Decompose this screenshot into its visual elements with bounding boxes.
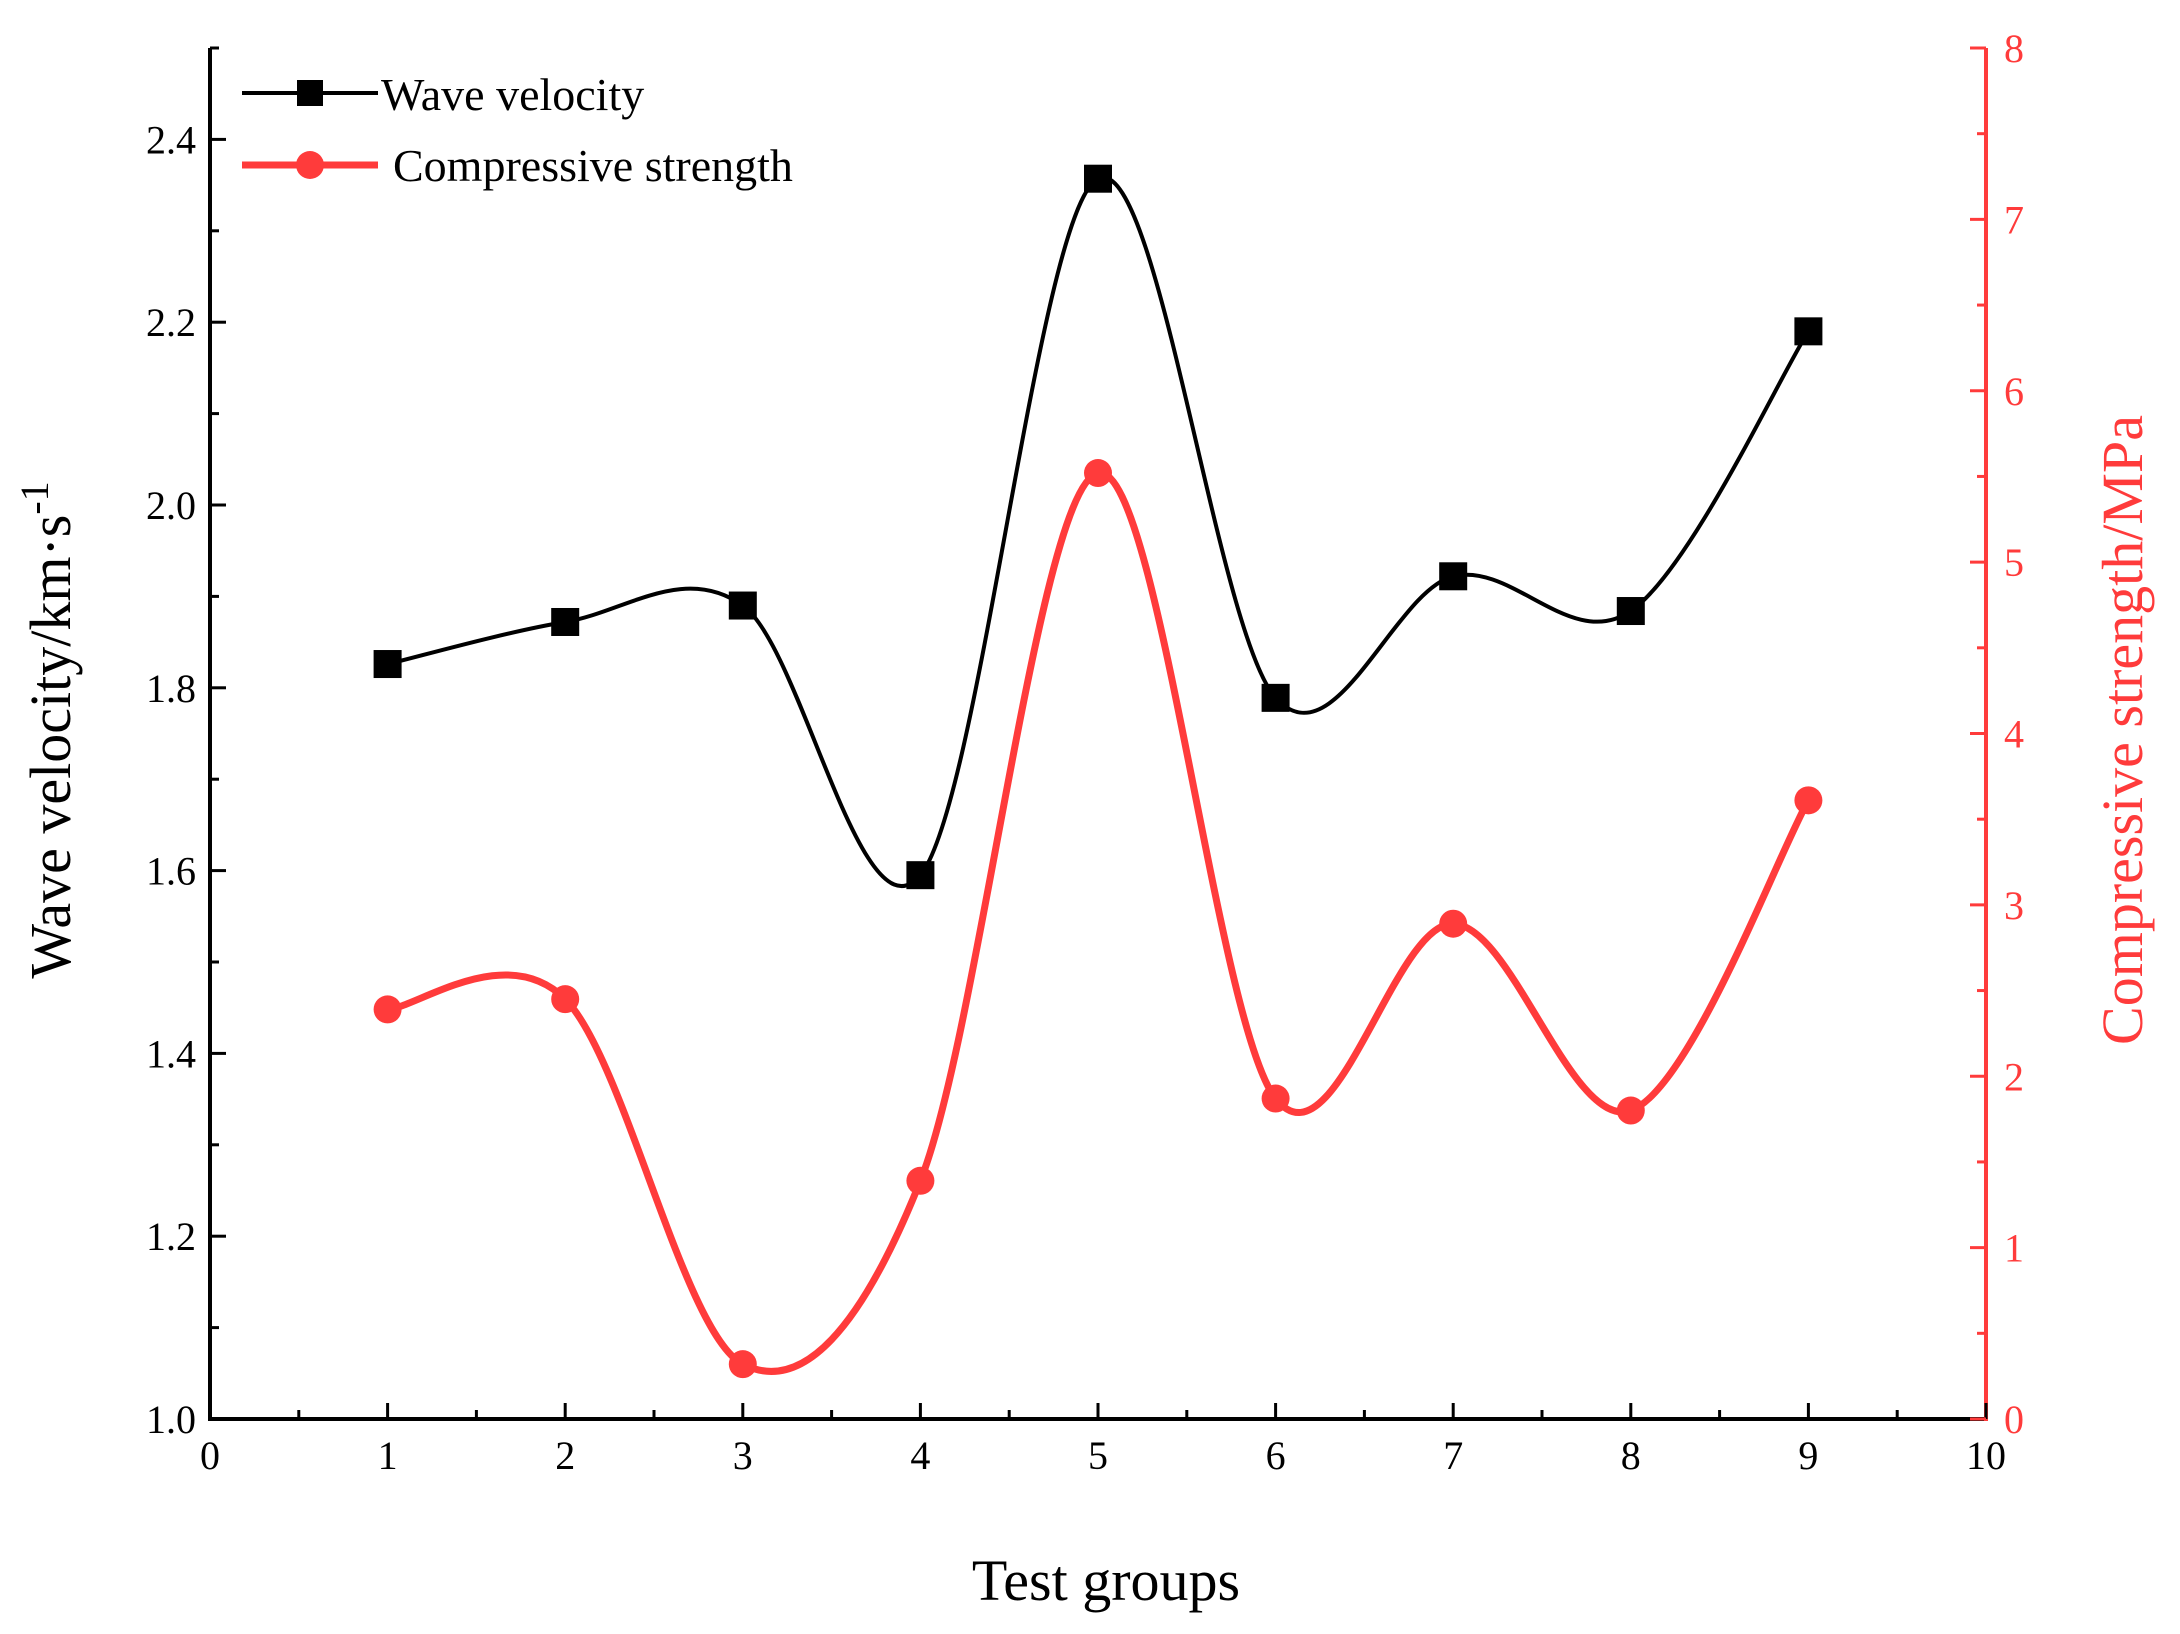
compressive-strength-point [1616,1096,1645,1125]
plot-lines [384,175,1812,1375]
wave-velocity-line [385,175,1811,888]
x-tick-label: 7 [1443,1433,1463,1478]
y-right-tick-label: 2 [2004,1054,2024,1099]
y-axis-left-title: Wave velocity/km·s-1 [12,481,83,978]
compressive-strength-point [1261,1084,1290,1113]
compressive-strength-point [1084,459,1112,488]
x-tick-label: 5 [1088,1433,1108,1478]
x-tick-label: 10 [1966,1433,2006,1478]
y-axis-left-title-main: Wave velocity/km·s [18,515,83,979]
y-left-tick-label: 1.6 [146,849,196,894]
y-left-tick-label: 2.4 [146,117,196,162]
compressive-strength-point [1439,909,1468,938]
compressive-strength-line [384,469,1812,1375]
y-right-tick-label: 1 [2004,1226,2024,1271]
y-left-tick-label: 1.4 [146,1031,196,1076]
legend-compressive-strength-marker [296,151,324,179]
x-tick-label: 4 [910,1433,930,1478]
ticks [208,46,1988,1421]
y-left-tick-label: 1.2 [146,1214,196,1259]
compressive-strength-point [551,985,580,1014]
legend: Wave velocity Compressive strength [242,69,793,191]
x-tick-label: 8 [1621,1433,1641,1478]
y-axis-left-title-sup: -1 [12,481,57,514]
x-tick-label: 0 [200,1433,220,1478]
wave-velocity-point [1084,164,1112,193]
compressive-strength-point [373,995,402,1024]
x-tick-label: 6 [1266,1433,1286,1478]
wave-velocity-point [728,591,757,620]
y-axis-right-title: Compressive strength/MPa [2090,415,2155,1045]
y-left-tick-label: 2.0 [146,483,196,528]
x-axis-title: Test groups [972,1548,1240,1613]
y-right-tick-label: 3 [2004,883,2024,928]
wave-velocity-point [1794,317,1823,346]
wave-velocity-point [373,650,402,679]
wave-velocity-point [1261,683,1290,712]
wave-velocity-point [1616,597,1645,626]
y-right-tick-label: 6 [2004,369,2024,414]
wave-velocity-point [1439,562,1468,591]
y-right-tick-label: 7 [2004,197,2024,242]
compressive-strength-point [728,1350,757,1379]
plot-markers [373,164,1823,1379]
y-right-tick-label: 5 [2004,540,2024,585]
wave-velocity-point [906,861,935,890]
x-tick-label: 1 [378,1433,398,1478]
compressive-strength-point [906,1166,935,1195]
y-left-tick-label: 1.8 [146,666,196,711]
y-left-tick-label: 2.2 [146,300,196,345]
y-right-tick-label: 8 [2004,26,2024,71]
x-tick-label: 9 [1798,1433,1818,1478]
x-tick-label: 3 [733,1433,753,1478]
compressive-strength-point [1794,786,1823,815]
y-left-tick-label: 1.0 [146,1397,196,1442]
tick-labels: 0 1 2 3 4 5 6 7 8 9 10 1.0 1.2 1.4 1.6 1.8 2.0 2.2 2.4 0 1 2 3… [146,26,2024,1478]
y-right-tick-label: 0 [2004,1397,2024,1442]
y-right-tick-label: 4 [2004,712,2024,757]
axes [208,48,1988,1421]
x-tick-label: 2 [555,1433,575,1478]
legend-wave-velocity-marker [297,80,323,106]
wave-velocity-point [551,607,580,636]
legend-compressive-strength-label: Compressive strength [393,140,793,191]
legend-wave-velocity-label: Wave velocity [381,69,644,120]
